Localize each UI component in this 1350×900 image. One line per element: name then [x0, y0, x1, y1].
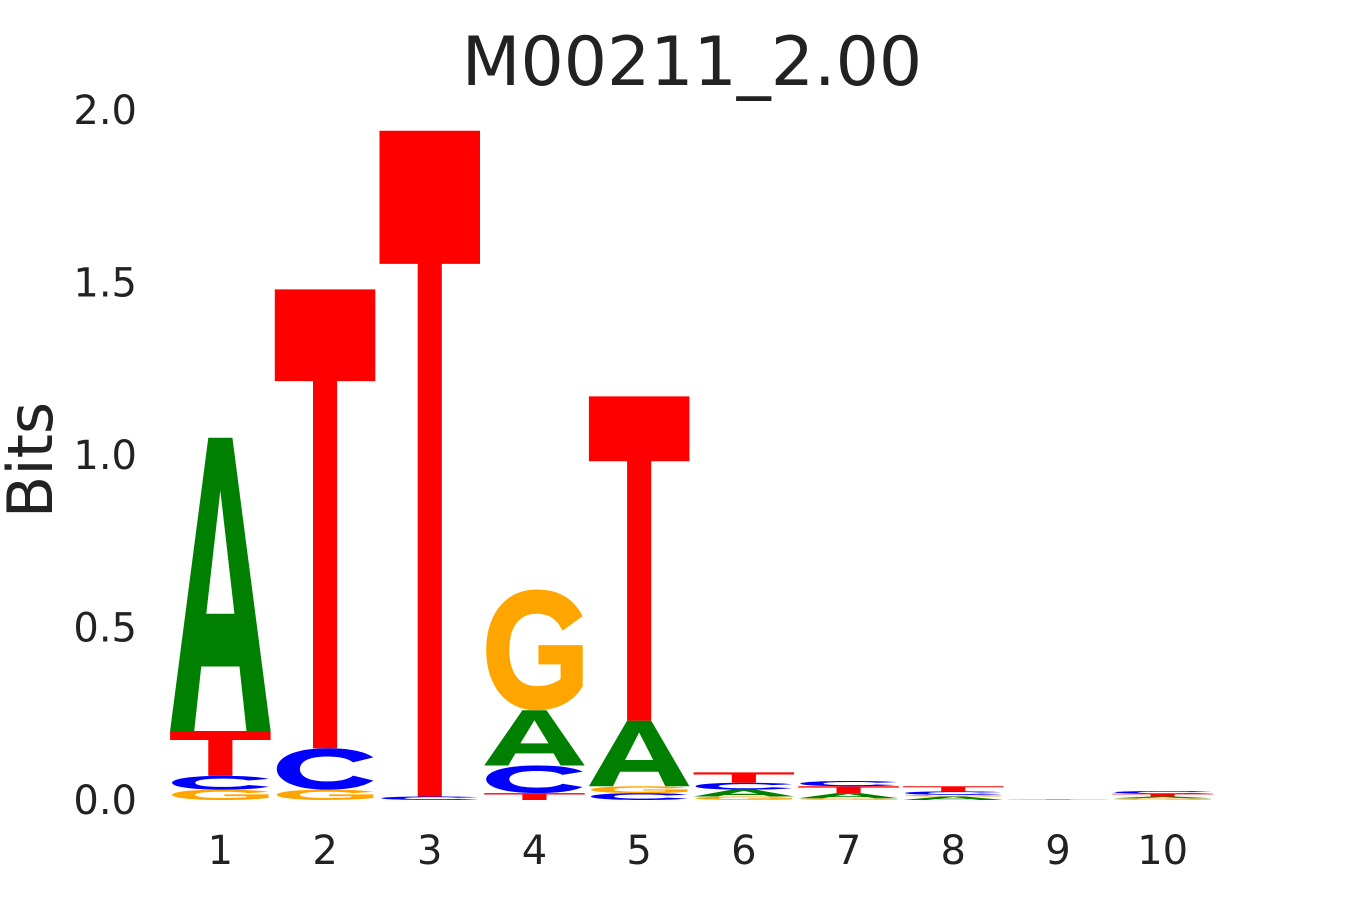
letter-c-mark — [590, 793, 688, 800]
x-tick-label: 4 — [522, 828, 547, 874]
letter-c-mark — [381, 796, 478, 800]
letter-g-mark — [1114, 798, 1211, 800]
y-tick-label: 2.0 — [73, 88, 137, 134]
logo-column-2 — [274, 289, 376, 800]
letter-c-mark — [276, 748, 374, 790]
letter-t-mark — [170, 731, 271, 776]
x-tick-label: 6 — [731, 828, 756, 874]
logo-column-5 — [588, 396, 690, 800]
x-tick-label: 7 — [836, 828, 861, 874]
letter-g-mark — [905, 794, 1002, 797]
letter-g-mark — [172, 789, 269, 800]
logo-column-6 — [693, 772, 795, 800]
letter-a-mark — [170, 437, 271, 731]
y-axis-label: Bits — [0, 402, 67, 518]
logo-column-4 — [484, 589, 585, 800]
x-tick-label: 9 — [1045, 828, 1070, 874]
letter-stacks — [170, 130, 1213, 800]
letter-a-mark — [902, 796, 1004, 800]
letter-a-mark — [798, 793, 899, 799]
y-tick-label: 1.5 — [73, 261, 137, 307]
x-tick-label: 1 — [208, 828, 233, 874]
letter-t-mark — [484, 793, 585, 800]
letter-a-mark — [588, 720, 690, 787]
letter-c-mark — [905, 791, 1002, 795]
y-tick-label: 0.5 — [73, 606, 137, 652]
letter-a-mark — [484, 710, 585, 766]
letter-g-mark — [486, 589, 583, 711]
logo-column-1 — [170, 437, 271, 800]
letter-t-mark — [274, 289, 376, 749]
x-tick-label: 3 — [417, 828, 442, 874]
letter-c-mark — [172, 775, 269, 790]
letter-g-mark — [276, 789, 374, 800]
logo-column-10 — [1112, 791, 1213, 800]
letter-g-mark — [800, 798, 897, 800]
x-axis-ticks: 1 2 3 4 5 6 7 8 9 10 — [208, 828, 1188, 874]
y-tick-label: 0.0 — [73, 778, 137, 824]
letter-g-mark — [695, 796, 793, 800]
letter-c-mark — [800, 781, 897, 787]
x-tick-label: 5 — [626, 828, 651, 874]
x-tick-label: 8 — [941, 828, 966, 874]
letter-a-mark — [1112, 796, 1213, 799]
y-axis-ticks: 0.0 0.5 1.0 1.5 2.0 — [73, 88, 137, 824]
x-tick-label: 2 — [312, 828, 337, 874]
letter-c-mark — [486, 765, 583, 794]
letter-t-mark — [798, 786, 899, 794]
logo-column-8 — [902, 786, 1004, 800]
x-tick-label: 10 — [1137, 828, 1188, 874]
logo-column-7 — [798, 781, 899, 800]
letter-t-mark — [588, 396, 690, 721]
letter-t-mark — [902, 786, 1004, 792]
chart-title: M00211_2.00 — [462, 23, 922, 102]
letter-c-mark — [1114, 791, 1211, 794]
letter-t-mark — [693, 772, 795, 783]
letter-g-mark — [590, 786, 688, 794]
letter-t-mark — [1112, 793, 1213, 797]
letter-a-mark — [693, 789, 795, 797]
letter-t-mark — [379, 130, 481, 797]
letter-c-mark — [695, 782, 793, 790]
y-tick-label: 1.0 — [73, 433, 137, 479]
logo-column-3 — [379, 130, 481, 800]
logo-column-9 — [1007, 799, 1109, 800]
